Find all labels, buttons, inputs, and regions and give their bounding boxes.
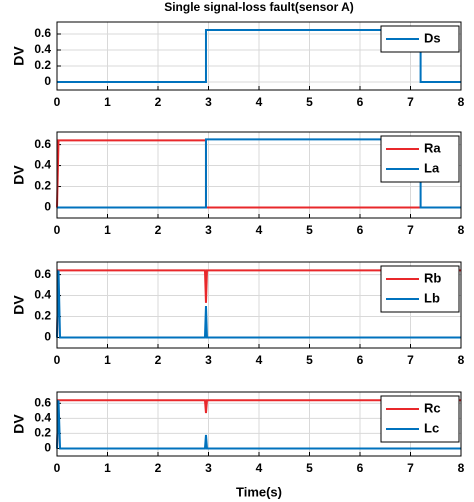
x-tick-label: 4 bbox=[256, 353, 263, 367]
y-tick-label: 0.2 bbox=[34, 309, 51, 323]
x-tick-label: 2 bbox=[155, 353, 162, 367]
x-tick-label: 3 bbox=[205, 461, 212, 475]
legend-label: La bbox=[424, 160, 440, 175]
series-line bbox=[56, 270, 461, 339]
x-axis-label: Time(s) bbox=[236, 484, 282, 499]
y-tick-label: 0 bbox=[44, 330, 51, 344]
y-tick-label: 0.6 bbox=[34, 395, 51, 409]
y-tick-label: 0.4 bbox=[34, 411, 51, 425]
x-tick-label: 2 bbox=[155, 461, 162, 475]
legend-label: Ra bbox=[424, 140, 441, 155]
y-tick-label: 0.2 bbox=[34, 179, 51, 193]
x-tick-label: 7 bbox=[407, 461, 414, 475]
legend-box bbox=[380, 395, 460, 443]
x-tick-label: 5 bbox=[306, 95, 313, 109]
x-tick-label: 5 bbox=[306, 223, 313, 237]
y-tick-label: 0.6 bbox=[34, 267, 51, 281]
y-axis-label: DV bbox=[11, 414, 27, 434]
x-tick-label: 8 bbox=[458, 95, 465, 109]
x-tick-label: 4 bbox=[256, 461, 263, 475]
x-tick-label: 7 bbox=[407, 95, 414, 109]
x-tick-label: 0 bbox=[54, 353, 61, 367]
x-tick-label: 0 bbox=[54, 95, 61, 109]
x-tick-label: 3 bbox=[205, 223, 212, 237]
x-tick-label: 1 bbox=[104, 461, 111, 475]
y-tick-label: 0.2 bbox=[34, 58, 51, 72]
y-tick-label: 0 bbox=[44, 74, 51, 88]
x-tick-label: 6 bbox=[357, 223, 364, 237]
y-tick-label: 0.6 bbox=[34, 137, 51, 151]
y-axis-label: DV bbox=[11, 295, 27, 315]
plot-frame bbox=[56, 391, 462, 457]
x-tick-label: 1 bbox=[104, 95, 111, 109]
x-tick-label: 4 bbox=[256, 223, 263, 237]
y-tick-label: 0 bbox=[44, 441, 51, 455]
y-tick-label: 0.4 bbox=[34, 158, 51, 172]
x-tick-label: 8 bbox=[458, 353, 465, 367]
chart-title: Single signal-loss fault(sensor A) bbox=[164, 0, 354, 14]
x-tick-label: 8 bbox=[458, 461, 465, 475]
legend-box bbox=[380, 135, 460, 183]
x-tick-label: 1 bbox=[104, 223, 111, 237]
x-tick-label: 5 bbox=[306, 353, 313, 367]
x-tick-label: 4 bbox=[256, 95, 263, 109]
x-tick-label: 8 bbox=[458, 223, 465, 237]
x-tick-label: 7 bbox=[407, 353, 414, 367]
y-axis-label: DV bbox=[11, 46, 27, 66]
series-line bbox=[57, 29, 461, 83]
y-tick-label: 0.2 bbox=[34, 426, 51, 440]
x-tick-label: 6 bbox=[357, 353, 364, 367]
x-tick-label: 0 bbox=[54, 461, 61, 475]
x-tick-label: 0 bbox=[54, 223, 61, 237]
series-line bbox=[57, 138, 461, 209]
x-tick-label: 7 bbox=[407, 223, 414, 237]
series-line bbox=[56, 400, 461, 450]
y-axis-label: DV bbox=[11, 165, 27, 185]
x-tick-label: 6 bbox=[357, 461, 364, 475]
x-tick-label: 5 bbox=[306, 461, 313, 475]
y-tick-label: 0.4 bbox=[34, 288, 51, 302]
legend-label: Lb bbox=[424, 290, 440, 305]
x-tick-label: 2 bbox=[155, 223, 162, 237]
plot-frame bbox=[56, 21, 462, 91]
y-tick-label: 0.4 bbox=[34, 42, 51, 56]
legend-label: Ds bbox=[424, 30, 441, 45]
legend-box bbox=[380, 265, 460, 313]
plot-frame bbox=[56, 131, 462, 219]
x-tick-label: 3 bbox=[205, 353, 212, 367]
legend-label: Rb bbox=[424, 270, 441, 285]
y-tick-label: 0.6 bbox=[34, 26, 51, 40]
x-tick-label: 6 bbox=[357, 95, 364, 109]
x-tick-label: 2 bbox=[155, 95, 162, 109]
legend-label: Rc bbox=[424, 400, 441, 415]
y-tick-label: 0 bbox=[44, 200, 51, 214]
legend-label: Lc bbox=[424, 420, 439, 435]
x-tick-label: 1 bbox=[104, 353, 111, 367]
x-tick-label: 3 bbox=[205, 95, 212, 109]
plot-frame bbox=[56, 261, 462, 349]
